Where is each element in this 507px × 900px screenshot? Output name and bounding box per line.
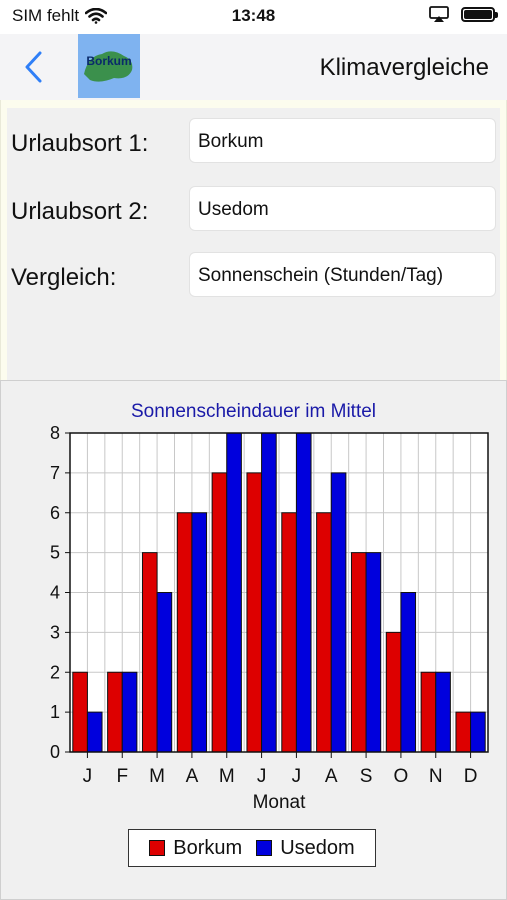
nav-bar: Borkum Klimavergleiche	[0, 34, 507, 101]
carrier-text: SIM fehlt	[12, 6, 80, 25]
x-axis-label: Monat	[253, 792, 307, 813]
bar-borkum-1	[72, 671, 88, 753]
y-tick-label: 0	[50, 742, 60, 762]
status-right	[429, 6, 498, 22]
legend-item-usedom: Usedom	[256, 836, 355, 860]
x-tick-label: M	[219, 766, 235, 787]
legend-swatch-usedom	[256, 840, 273, 856]
x-tick-label: F	[116, 766, 128, 787]
bar-borkum-11	[420, 671, 437, 753]
bar-usedom-2	[121, 671, 138, 753]
bar-usedom-8	[330, 472, 347, 753]
chart-legend: Borkum Usedom	[128, 829, 376, 867]
bar-borkum-6	[246, 472, 263, 753]
status-left: SIM fehlt	[12, 6, 108, 26]
battery-icon	[461, 6, 498, 22]
x-tick-label: O	[394, 766, 409, 787]
legend-label-borkum: Borkum	[173, 836, 243, 859]
y-tick-label: 2	[50, 662, 60, 682]
bar-usedom-3	[156, 592, 173, 753]
form-panel: Urlaubsort 1: Borkum Urlaubsort 2: Usedo…	[0, 100, 507, 380]
y-tick-label: 4	[50, 583, 60, 603]
x-tick-label: J	[257, 766, 267, 787]
y-tick-label: 1	[50, 702, 60, 722]
status-time: 13:48	[231, 6, 276, 25]
x-tick-label: M	[149, 766, 165, 787]
y-tick-label: 6	[50, 503, 60, 523]
bar-usedom-7	[295, 432, 312, 753]
y-tick-label: 5	[50, 543, 60, 563]
legend-item-borkum: Borkum	[149, 837, 242, 860]
chevron-left-icon	[25, 51, 42, 83]
compare-label: Vergleich:	[11, 264, 117, 291]
bar-usedom-9	[365, 552, 382, 753]
status-bar: SIM fehlt 13:48	[0, 0, 507, 34]
back-button[interactable]	[18, 48, 54, 86]
legend-swatch-borkum	[149, 840, 166, 856]
place2-label: Urlaubsort 2:	[11, 198, 149, 225]
x-tick-label: D	[464, 766, 478, 787]
bar-borkum-12	[455, 711, 472, 753]
y-tick-label: 3	[50, 622, 60, 642]
page-title: Klimavergleiche	[319, 54, 489, 81]
airplay-icon	[429, 6, 449, 22]
bar-borkum-4	[176, 512, 193, 753]
place2-field[interactable]: Usedom	[189, 186, 496, 231]
bar-usedom-10	[400, 592, 417, 753]
x-tick-label: J	[83, 766, 93, 787]
place1-label: Urlaubsort 1:	[11, 130, 149, 157]
legend-label-usedom: Usedom	[280, 836, 355, 859]
bar-usedom-1	[86, 711, 103, 753]
borkum-logo: Borkum	[78, 34, 140, 98]
y-tick-label: 8	[50, 423, 60, 443]
bar-borkum-10	[385, 631, 402, 753]
bar-borkum-5	[211, 472, 228, 753]
y-tick-label: 7	[50, 463, 60, 483]
wifi-icon	[85, 8, 108, 24]
bar-borkum-3	[141, 552, 158, 753]
bar-usedom-6	[261, 432, 277, 753]
bar-usedom-5	[226, 432, 242, 753]
place1-field[interactable]: Borkum	[189, 118, 496, 163]
chart-title: Sonnenscheindauer im Mittel	[130, 401, 377, 422]
x-tick-label: S	[360, 766, 373, 787]
x-tick-label: J	[292, 766, 302, 787]
bar-usedom-11	[435, 671, 451, 753]
x-tick-label: N	[429, 766, 443, 787]
x-tick-label: A	[186, 766, 199, 787]
bar-borkum-9	[350, 552, 367, 753]
bar-borkum-7	[281, 512, 297, 753]
bar-borkum-2	[107, 671, 123, 753]
bar-borkum-8	[316, 512, 332, 753]
bar-usedom-4	[191, 512, 208, 753]
compare-field[interactable]: Sonnenschein (Stunden/Tag)	[189, 252, 496, 297]
logo-text: Borkum	[86, 54, 132, 68]
x-tick-label: A	[325, 766, 338, 787]
bar-usedom-12	[470, 711, 486, 753]
